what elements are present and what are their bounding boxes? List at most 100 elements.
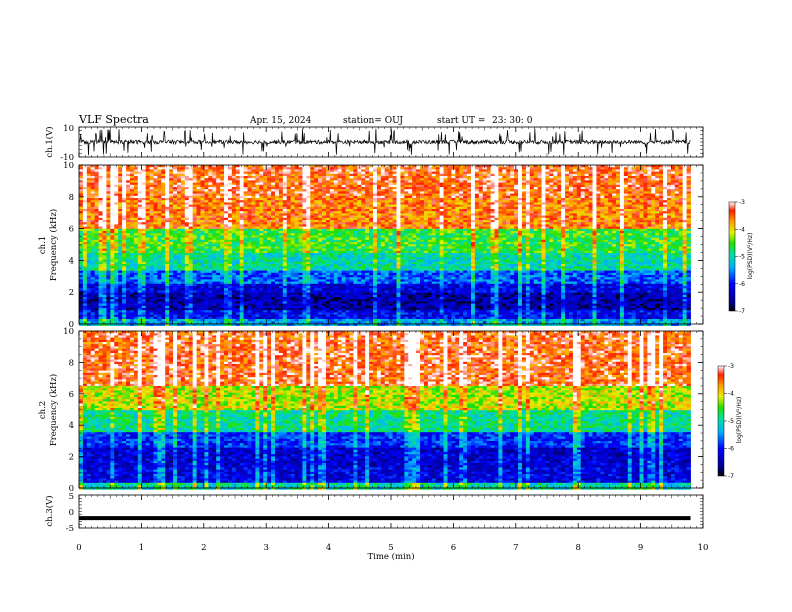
- spectrogram-cell: [212, 288, 216, 291]
- spectrogram-cell: [138, 315, 142, 318]
- spectrogram-cell: [110, 198, 114, 201]
- spectrogram-cell: [189, 174, 193, 177]
- spectrogram-cell: [259, 246, 263, 249]
- spectrogram-cell: [204, 211, 208, 214]
- spectrogram-cell: [169, 194, 173, 197]
- spectrogram-cell: [181, 321, 185, 324]
- spectrogram-cell: [232, 268, 236, 271]
- spectrogram-cell: [87, 264, 91, 267]
- station-label: station= OUJ: [343, 116, 403, 126]
- spectrogram-cell: [165, 183, 169, 186]
- spectrogram-cell: [79, 312, 83, 315]
- spectrogram-cell: [330, 279, 334, 282]
- spectrogram-cell: [212, 315, 216, 318]
- spectrogram-cell: [208, 264, 212, 267]
- spectrogram-cell: [299, 180, 303, 183]
- spectrogram-cell: [122, 301, 126, 304]
- spectrogram-cell: [302, 189, 306, 192]
- spectrogram-cell: [287, 202, 291, 205]
- spectrogram-cell: [79, 178, 83, 181]
- spectrogram-cell: [216, 295, 220, 298]
- spectrogram-cell: [103, 233, 107, 236]
- spectrogram-cell: [338, 218, 342, 221]
- spectrogram-cell: [342, 268, 346, 271]
- spectrogram-cell: [216, 220, 220, 223]
- spectrogram-cell: [173, 297, 177, 300]
- spectrogram-cell: [322, 196, 326, 199]
- spectrogram-cell: [87, 273, 91, 276]
- spectrogram-cell: [83, 301, 87, 304]
- spectrogram-cell: [177, 196, 181, 199]
- spectrogram-cell: [153, 209, 157, 212]
- spectrogram-cell: [103, 231, 107, 234]
- spectrogram-cell: [248, 167, 252, 170]
- spectrogram-cell: [240, 205, 244, 208]
- spectrogram-cell: [271, 209, 275, 212]
- spectrogram-cell: [146, 218, 150, 221]
- spectrogram-cell: [134, 238, 138, 241]
- spectrogram-cell: [342, 253, 346, 256]
- spectrogram-cell: [122, 297, 126, 300]
- spectrogram-cell: [87, 198, 91, 201]
- spectrogram-cell: [185, 260, 189, 263]
- spectrogram-cell: [114, 290, 118, 293]
- spectrogram-cell: [185, 213, 189, 216]
- spectrogram-cell: [291, 240, 295, 243]
- spectrogram-cell: [99, 257, 103, 260]
- spectrogram-cell: [259, 255, 263, 258]
- spectrogram-cell: [83, 180, 87, 183]
- spectrogram-cell: [208, 180, 212, 183]
- spectrogram-cell: [165, 293, 169, 296]
- spectrogram-cell: [232, 286, 236, 289]
- spectrogram-cell: [189, 249, 193, 252]
- spectrogram-cell: [118, 251, 122, 254]
- spectrogram-cell: [318, 297, 322, 300]
- spectrogram-cell: [310, 257, 314, 260]
- spectrogram-cell: [130, 286, 134, 289]
- spectrogram-cell: [204, 271, 208, 274]
- spectrogram-cell: [91, 194, 95, 197]
- spectrogram-cell: [232, 249, 236, 252]
- spectrogram-cell: [83, 220, 87, 223]
- spectrogram-cell: [169, 297, 173, 300]
- spectrogram-cell: [110, 187, 114, 190]
- spectrogram-cell: [193, 271, 197, 274]
- spectrogram-cell: [110, 176, 114, 179]
- spectrogram-cell: [79, 249, 83, 252]
- spectrogram-cell: [271, 249, 275, 252]
- spectrogram-cell: [287, 207, 291, 210]
- spectrogram-cell: [189, 183, 193, 186]
- spectrogram-cell: [244, 178, 248, 181]
- spectrogram-cell: [181, 207, 185, 210]
- spectrogram-cell: [283, 202, 287, 205]
- spectrogram-cell: [338, 200, 342, 203]
- spectrogram-cell: [216, 238, 220, 241]
- spectrogram-cell: [201, 249, 205, 252]
- spectrogram-cell: [259, 211, 263, 214]
- spectrogram-cell: [181, 284, 185, 287]
- spectrogram-cell: [106, 242, 110, 245]
- spectrogram-cell: [181, 213, 185, 216]
- spectrogram-cell: [91, 235, 95, 238]
- spectrogram-cell: [263, 257, 267, 260]
- spectrogram-cell: [236, 183, 240, 186]
- spectrogram-cell: [248, 194, 252, 197]
- spectrogram-cell: [271, 253, 275, 256]
- spectrogram-cell: [310, 282, 314, 285]
- spectrogram-cell: [314, 185, 318, 188]
- spectrogram-cell: [318, 295, 322, 298]
- spectrogram-cell: [322, 282, 326, 285]
- spectrogram-cell: [204, 315, 208, 318]
- spectrogram-cell: [259, 235, 263, 238]
- spectrogram-cell: [255, 249, 259, 252]
- spectrogram-cell: [259, 178, 263, 181]
- spectrogram-cell: [318, 299, 322, 302]
- spectrogram-cell: [106, 185, 110, 188]
- spectrogram-cell: [263, 216, 267, 219]
- spectrogram-cell: [201, 240, 205, 243]
- spectrogram-cell: [95, 249, 99, 252]
- spectrogram-cell: [314, 255, 318, 258]
- spectrogram-cell: [177, 297, 181, 300]
- spectrogram-cell: [181, 268, 185, 271]
- spectrogram-cell: [279, 167, 283, 170]
